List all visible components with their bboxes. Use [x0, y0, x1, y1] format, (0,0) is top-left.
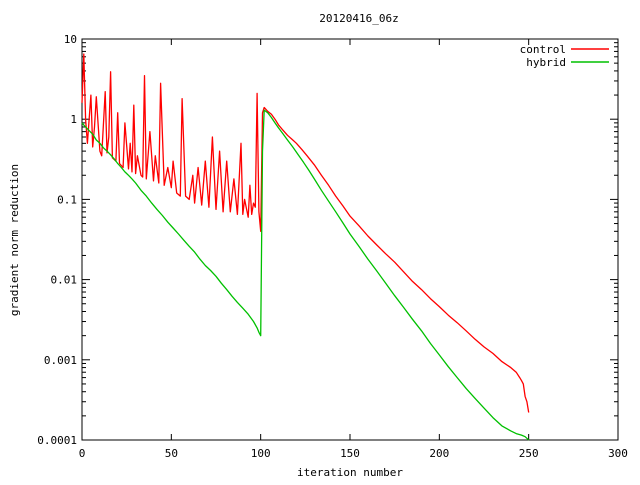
y-tick-label: 0.01	[51, 274, 78, 287]
x-tick-label: 0	[79, 447, 86, 460]
y-tick-label: 0.001	[44, 354, 77, 367]
legend-label-control: control	[520, 43, 566, 56]
chart-title: 20120416_06z	[319, 12, 398, 25]
x-tick-label: 250	[519, 447, 539, 460]
y-axis: 10 1 0.1 0.01 0.001 0.0001	[37, 33, 618, 447]
series-line-hybrid	[81, 109, 530, 441]
series-line-control	[81, 53, 530, 413]
y-tick-label: 0.0001	[37, 434, 77, 447]
plot-area-frame	[81, 38, 619, 441]
x-tick-label: 50	[165, 447, 178, 460]
x-axis: 0 50 100 150 200 250 300	[79, 39, 628, 460]
x-axis-label: iteration number	[297, 466, 403, 479]
x-tick-label: 300	[608, 447, 628, 460]
y-axis-label: gradient norm reduction	[8, 164, 21, 316]
y-tick-label: 1	[70, 113, 77, 126]
x-tick-label: 150	[340, 447, 360, 460]
series-layer	[81, 53, 530, 441]
y-tick-label: 10	[64, 33, 77, 46]
x-tick-label: 200	[429, 447, 449, 460]
x-tick-label: 100	[251, 447, 271, 460]
y-tick-label: 0.1	[57, 193, 77, 206]
legend-label-hybrid: hybrid	[526, 56, 566, 69]
